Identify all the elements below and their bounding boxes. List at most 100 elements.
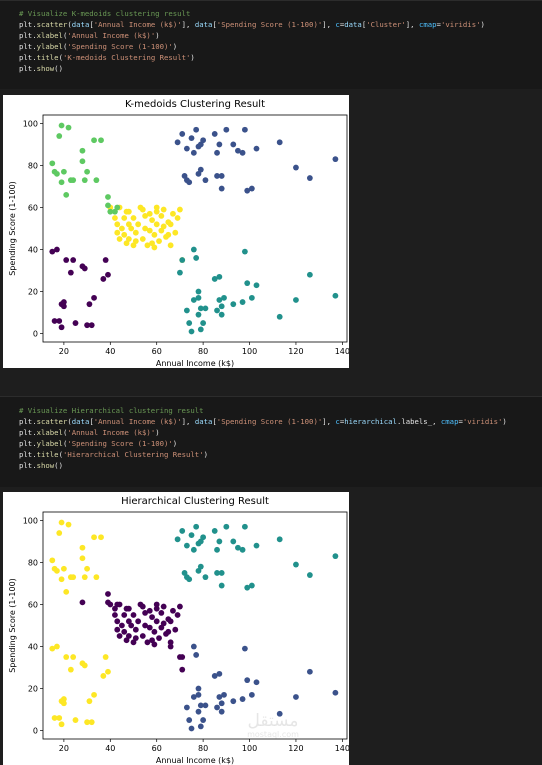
scatter-point	[65, 124, 72, 131]
scatter-point	[114, 618, 121, 625]
code-token: .	[32, 417, 37, 426]
scatter-point	[146, 227, 153, 234]
code-token: 'Annual Income (k$)'	[67, 31, 156, 40]
code-token: plt	[19, 64, 33, 73]
scatter-point	[65, 521, 72, 528]
scatter-point	[177, 269, 183, 276]
code-token: 'Spending Score (1-100)'	[67, 42, 173, 51]
code-token: plt	[19, 461, 33, 470]
scatter-point	[112, 215, 118, 221]
scatter-point	[216, 694, 223, 700]
code-token: cmap	[418, 20, 437, 29]
scatter-point	[114, 229, 121, 236]
scatter-point	[195, 288, 202, 295]
code-token: 'Spending Score (1-100)'	[216, 417, 323, 426]
code-line: plt.title('Hierarchical Clustering Resul…	[19, 450, 208, 460]
code-token: (	[62, 42, 68, 51]
code-token: )	[172, 42, 178, 51]
scatter-point	[172, 229, 179, 236]
scatter-point	[179, 257, 186, 263]
scatter-point	[190, 297, 197, 303]
scatter-point	[193, 126, 200, 133]
code-token: show	[36, 64, 55, 73]
code-cell-kmedoids[interactable]: # Visualize K-medoids clustering result p…	[0, 0, 542, 90]
scatter-point	[190, 246, 197, 253]
scatter-point	[98, 137, 104, 144]
code-token: .	[32, 31, 37, 40]
code-token: .	[32, 428, 37, 437]
scatter-point	[139, 236, 146, 242]
scatter-point	[56, 715, 63, 721]
y-tick-label: 100	[23, 516, 38, 525]
scatter-point	[195, 294, 202, 301]
x-tick-label: 80	[198, 347, 208, 356]
scatter-point	[195, 708, 202, 715]
x-tick-label: 20	[59, 347, 69, 356]
code-line: plt.scatter(data['Annual Income (k$)'], …	[19, 417, 507, 427]
x-tick-label: 120	[288, 744, 303, 753]
scatter-point	[244, 677, 251, 684]
code-token: =	[339, 20, 345, 29]
scatter-point	[81, 574, 88, 581]
scatter-point	[218, 311, 225, 318]
scatter-point	[93, 574, 100, 581]
scatter-point	[156, 238, 162, 245]
code-token: )	[155, 31, 160, 40]
scatter-point	[197, 326, 204, 333]
scatter-point	[49, 645, 56, 652]
code-token: c	[335, 20, 340, 29]
y-tick-label: 40	[28, 246, 38, 255]
scatter-point	[216, 670, 223, 677]
scatter-point	[293, 694, 299, 700]
scatter-point	[193, 255, 200, 261]
scatter-point	[119, 225, 125, 232]
scatter-point	[58, 576, 65, 583]
code-line: plt.ylabel('Spending Score (1-100)')	[19, 439, 177, 449]
scatter-point	[121, 628, 128, 635]
scatter-point	[151, 244, 158, 251]
scatter-point	[177, 654, 183, 660]
scatter-point	[276, 710, 283, 717]
code-token: )	[480, 20, 485, 29]
scatter-point	[49, 160, 56, 167]
scatter-point	[244, 584, 251, 591]
code-token: (	[58, 53, 63, 62]
scatter-point	[177, 603, 183, 610]
scatter-point	[58, 324, 65, 331]
scatter-point	[51, 715, 58, 721]
scatter-point	[142, 212, 149, 219]
code-line: plt.ylabel('Spending Score (1-100)')	[19, 42, 177, 52]
scatter-point	[241, 645, 248, 652]
x-tick-label: 80	[198, 744, 208, 753]
scatter-point	[216, 273, 223, 280]
code-token: plt	[19, 439, 33, 448]
code-token: 'Spending Score (1-100)'	[67, 439, 173, 448]
code-token: xlabel	[36, 31, 63, 40]
scatter-point	[135, 221, 142, 228]
axes-frame	[42, 511, 348, 740]
code-token: ylabel	[36, 439, 63, 448]
scatter-point	[188, 725, 195, 732]
scatter-point	[151, 231, 158, 238]
code-token: data	[71, 417, 90, 426]
code-cell-hierarchical[interactable]: # Visualize Hierarchical clustering resu…	[0, 396, 542, 488]
scatter-point	[253, 679, 260, 686]
scatter-point	[186, 320, 193, 326]
scatter-point	[102, 654, 109, 660]
scatter-point	[235, 544, 241, 551]
scatter-point	[241, 126, 248, 133]
code-token: [	[212, 20, 217, 29]
code-token: c	[335, 417, 340, 426]
scatter-point	[79, 599, 86, 606]
code-token: )	[155, 428, 160, 437]
y-tick-label: 0	[33, 727, 38, 736]
scatter-point	[84, 565, 90, 572]
scatter-point	[165, 628, 172, 635]
scatter-point	[63, 191, 70, 198]
output-area-kmedoids: K-medoids Clustering Result 20 40 60 80 100 12…	[0, 89, 542, 395]
scatter-point	[276, 313, 283, 320]
scatter-point	[130, 612, 137, 618]
code-token: ],	[322, 20, 336, 29]
scatter-point	[156, 635, 162, 642]
code-token: .	[32, 42, 37, 51]
